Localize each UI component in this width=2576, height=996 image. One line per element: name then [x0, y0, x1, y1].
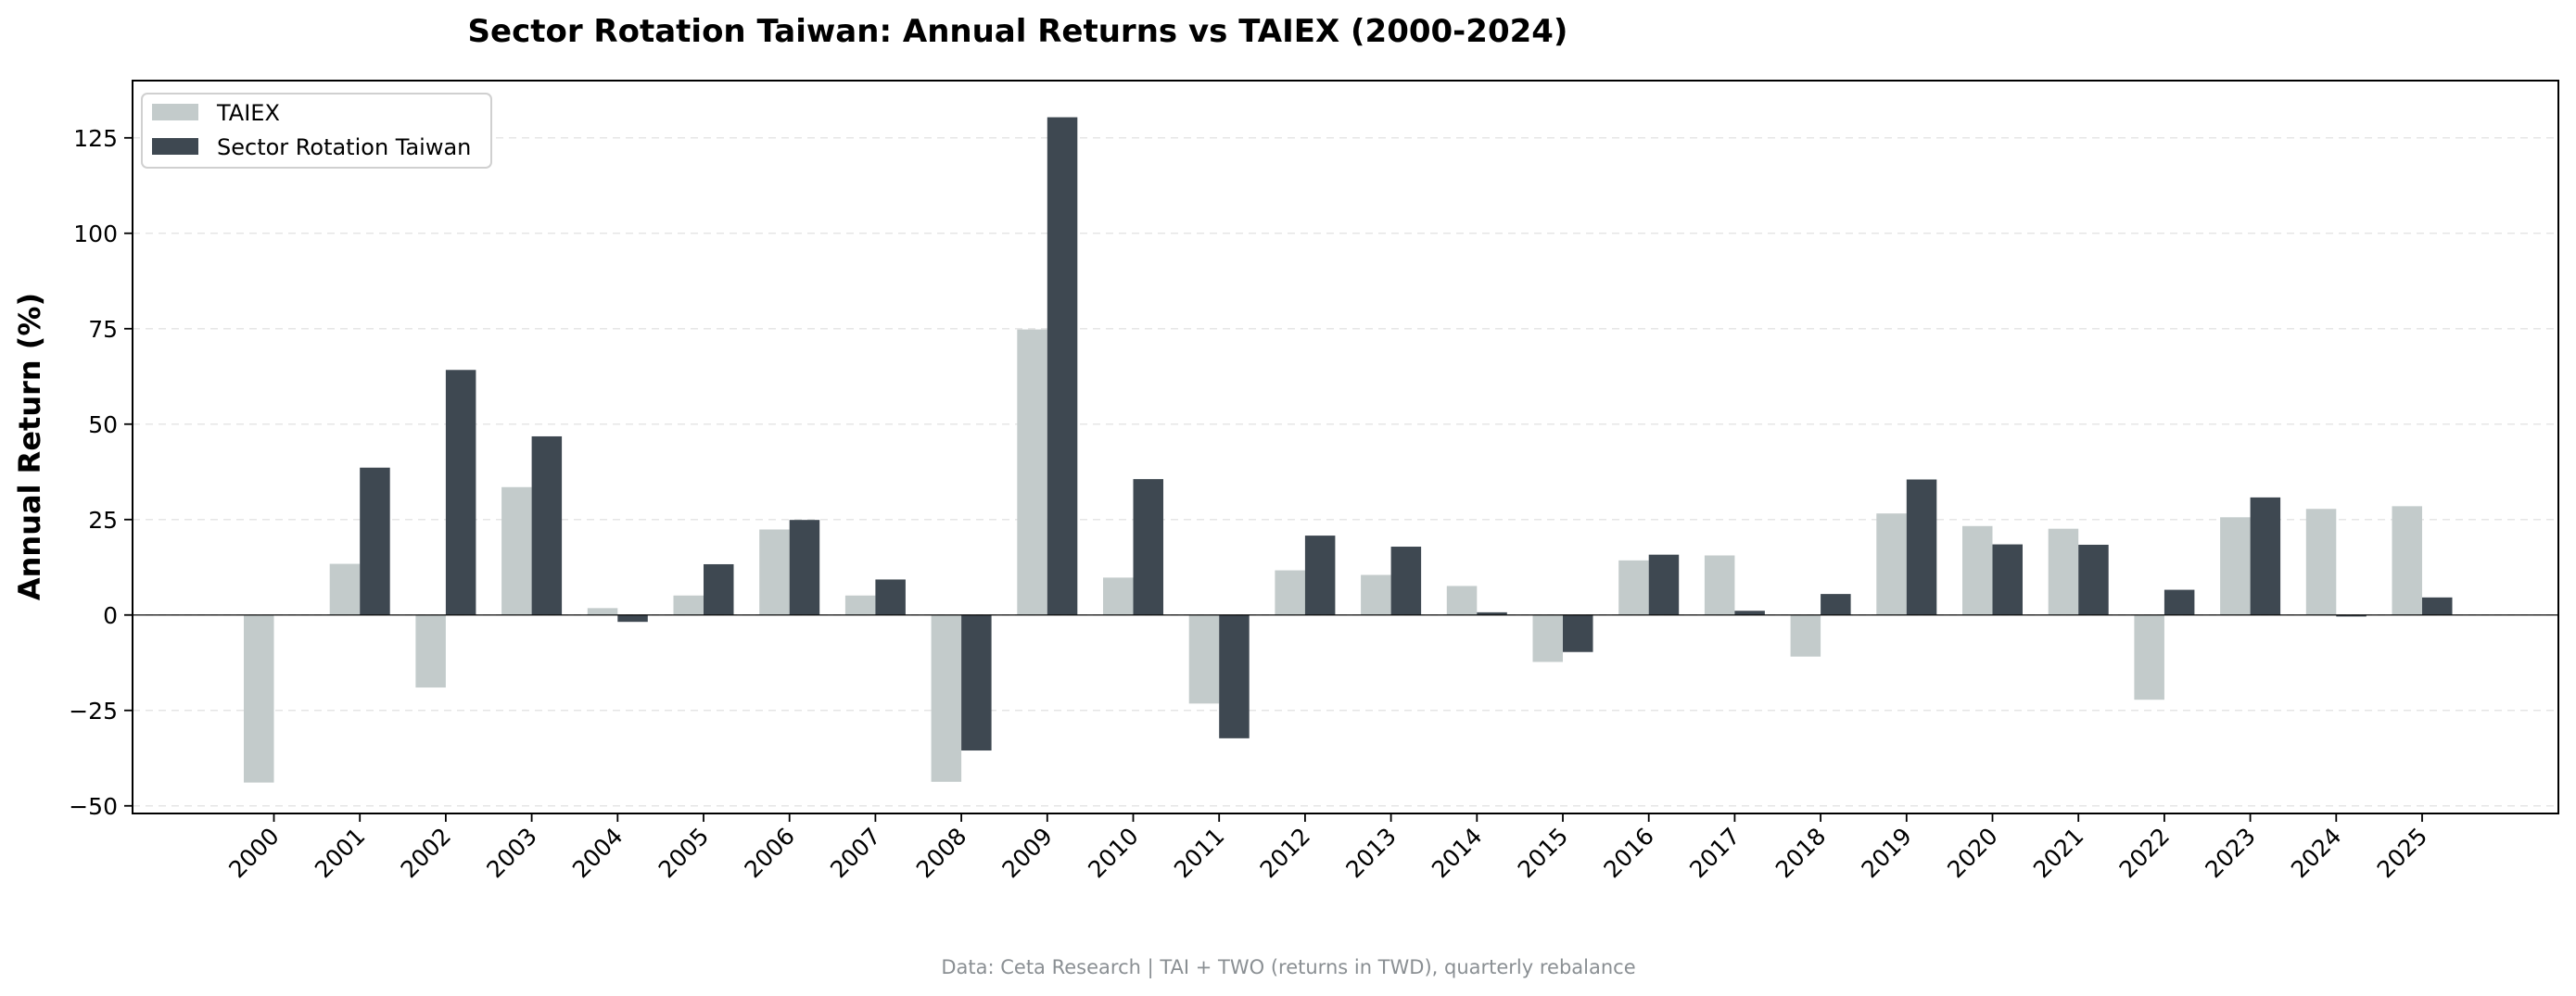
bar-sector-rotation-2014: [1477, 611, 1507, 615]
bar-taiex-2013: [1361, 574, 1391, 615]
y-tick-label: 0: [103, 602, 118, 629]
bar-taiex-2020: [1962, 525, 1993, 615]
bar-taiex-2016: [1618, 560, 1649, 615]
bar-sector-rotation-2002: [445, 370, 476, 615]
legend-swatch-sector-rotation: [152, 138, 198, 155]
bar-sector-rotation-2019: [1906, 479, 1937, 615]
bar-taiex-2025: [2392, 506, 2422, 615]
bar-sector-rotation-2012: [1304, 536, 1336, 615]
bar-sector-rotation-2025: [2422, 597, 2453, 615]
bar-sector-rotation-2004: [617, 614, 648, 623]
bar-taiex-2005: [673, 595, 704, 615]
y-tick-label: −25: [69, 698, 118, 725]
legend-box: [141, 93, 492, 169]
bar-taiex-2015: [1532, 614, 1563, 662]
bar-taiex-2022: [2134, 614, 2164, 700]
bar-taiex-2007: [844, 595, 876, 615]
bar-sector-rotation-2015: [1563, 614, 1593, 652]
bar-sector-rotation-2017: [1734, 611, 1765, 615]
bar-taiex-2001: [329, 563, 361, 615]
y-tick-label: 125: [73, 125, 118, 152]
bar-sector-rotation-2008: [961, 614, 992, 751]
bar-sector-rotation-2007: [875, 579, 906, 615]
legend-label-taiex: TAIEX: [216, 100, 280, 126]
bar-taiex-2008: [931, 614, 962, 782]
legend: TAIEX Sector Rotation Taiwan: [141, 93, 492, 169]
bar-taiex-2004: [587, 608, 618, 615]
chart-title: Sector Rotation Taiwan: Annual Returns v…: [468, 13, 1568, 50]
bar-taiex-2003: [501, 486, 532, 615]
bar-taiex-2017: [1704, 555, 1735, 615]
bar-sector-rotation-2003: [531, 435, 563, 615]
y-axis-label: Annual Return (%): [12, 293, 47, 600]
y-tick-label: 75: [88, 316, 118, 343]
bar-sector-rotation-2018: [1821, 594, 1851, 615]
bar-taiex-2010: [1103, 577, 1134, 615]
legend-label-sector-rotation: Sector Rotation Taiwan: [217, 134, 471, 160]
bar-sector-rotation-2016: [1648, 554, 1680, 615]
bar-taiex-2018: [1790, 614, 1821, 657]
bar-taiex-2000: [244, 614, 274, 783]
bar-sector-rotation-2021: [2078, 544, 2109, 615]
bar-sector-rotation-2009: [1047, 117, 1078, 615]
bar-sector-rotation-2005: [704, 563, 734, 615]
bar-sector-rotation-2022: [2164, 589, 2195, 615]
bar-sector-rotation-2020: [1992, 544, 2023, 615]
bar-sector-rotation-2013: [1390, 547, 1422, 615]
bar-taiex-2023: [2220, 517, 2251, 615]
bar-taiex-2006: [759, 529, 790, 615]
bar-taiex-2024: [2305, 509, 2337, 615]
y-tick-label: 50: [88, 411, 118, 438]
bar-sector-rotation-2006: [789, 520, 820, 615]
bar-sector-rotation-2011: [1219, 614, 1250, 738]
bar-sector-rotation-2010: [1133, 479, 1163, 615]
bars: [244, 117, 2453, 783]
bar-taiex-2014: [1446, 586, 1478, 615]
bar-taiex-2021: [2048, 528, 2079, 615]
plot-frame: [132, 80, 2559, 814]
bar-sector-rotation-2001: [360, 467, 390, 615]
bar-sector-rotation-2023: [2250, 497, 2281, 615]
bar-sector-rotation-2024: [2336, 614, 2367, 617]
legend-swatch-taiex: [152, 104, 198, 120]
data-source-caption: Data: Ceta Research | TAI + TWO (returns…: [941, 956, 1635, 979]
y-tick-label: 100: [73, 221, 118, 247]
y-axis-ticks: −50 −25 0 25 50 75 100 125: [69, 125, 133, 820]
bar-taiex-2009: [1017, 329, 1047, 615]
bar-taiex-2002: [415, 614, 446, 688]
bar-taiex-2012: [1275, 570, 1305, 615]
bar-taiex-2011: [1188, 614, 1220, 704]
y-tick-label: −50: [69, 793, 118, 820]
bar-taiex-2019: [1876, 513, 1907, 615]
y-tick-label: 25: [88, 507, 118, 534]
